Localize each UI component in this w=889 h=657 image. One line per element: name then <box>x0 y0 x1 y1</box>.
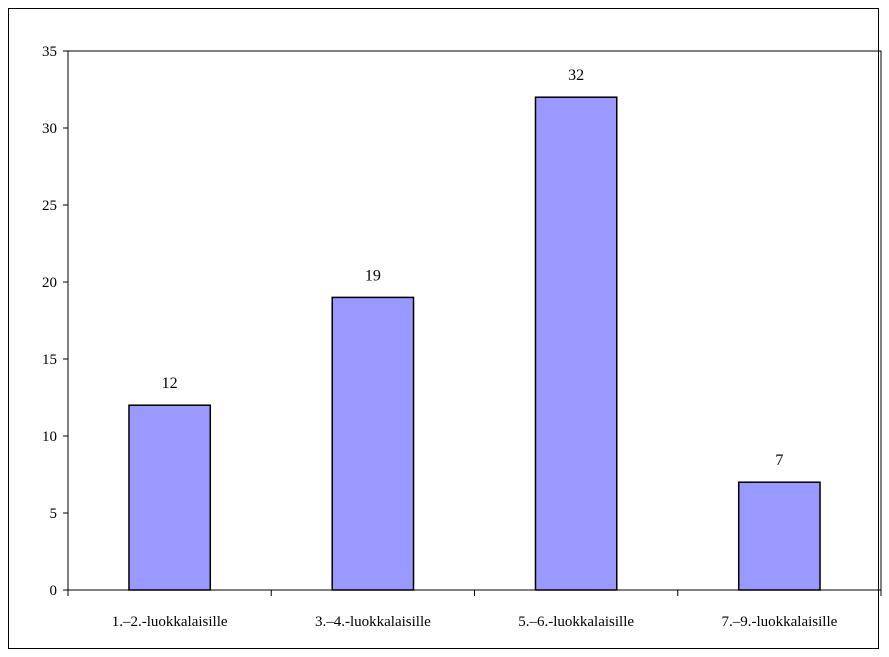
y-tick-label: 25 <box>42 198 57 214</box>
data-labels-group: 12 19 32 7 <box>162 67 784 469</box>
bars-group <box>128 96 821 591</box>
data-label: 12 <box>162 375 178 392</box>
bar <box>534 96 618 591</box>
x-tick-label: 7.–9.-luokkalaisille <box>721 614 837 630</box>
y-tick-label: 5 <box>50 506 58 522</box>
data-label: 19 <box>365 267 381 284</box>
y-axis: 0 5 10 15 20 25 30 35 <box>42 44 68 599</box>
x-tick-label: 5.–6.-luokkalaisille <box>518 614 634 630</box>
bar <box>128 404 212 591</box>
x-tick-label: 1.–2.-luokkalaisille <box>112 614 228 630</box>
y-tick-label: 15 <box>42 352 57 368</box>
bar <box>737 481 821 591</box>
x-tick-label: 3.–4.-luokkalaisille <box>315 614 431 630</box>
y-tick-label: 35 <box>42 44 57 60</box>
x-axis: 1.–2.-luokkalaisille 3.–4.-luokkalaisille… <box>67 590 882 630</box>
data-label: 7 <box>775 452 783 469</box>
y-tick-label: 10 <box>42 429 57 445</box>
y-tick-label: 30 <box>42 121 57 137</box>
y-tick-label: 0 <box>50 583 58 599</box>
data-label: 32 <box>568 67 584 84</box>
y-tick-label: 20 <box>42 275 57 291</box>
bar <box>331 296 415 591</box>
